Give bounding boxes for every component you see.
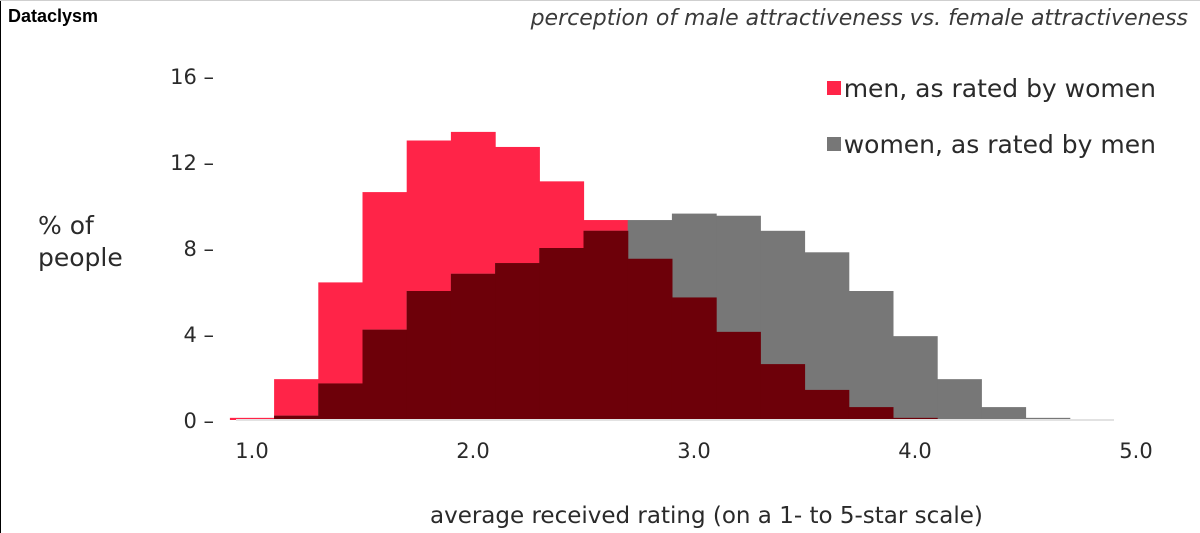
x-tick-label: 1.0: [235, 439, 268, 463]
x-axis-ticks: 1.0 2.0 3.0 4.0 5.0: [235, 439, 1152, 463]
y-tick-label: 8 –: [183, 237, 214, 261]
overlap-bar-6: [495, 263, 540, 420]
women-bar-16: [937, 379, 982, 420]
overlap-bar-10: [671, 297, 717, 420]
y-axis-ticks: 0 – 4 – 8 – 12 – 16 –: [170, 65, 214, 433]
overlap-bar-5: [450, 273, 496, 420]
y-axis-title-line-2: people: [38, 243, 123, 272]
women-bar-14: [848, 291, 894, 420]
y-tick-label: 16 –: [170, 65, 214, 89]
overlap-bar-14: [848, 407, 894, 420]
x-tick-label: 4.0: [898, 439, 931, 463]
legend: men, as rated by women women, as rated b…: [826, 60, 1156, 172]
legend-swatch-men: [826, 81, 841, 95]
overlap-bar-3: [362, 329, 408, 420]
overlap-bar-15: [892, 417, 938, 420]
x-tick-label: 2.0: [456, 439, 489, 463]
legend-swatch-women: [826, 137, 841, 151]
overlap-bar-8: [583, 230, 629, 420]
overlap-bar-2: [318, 383, 364, 420]
overlap-bar-13: [804, 389, 850, 420]
overlap-bar-7: [539, 248, 585, 420]
overlap-bar-4: [406, 291, 452, 420]
legend-label-women: women, as rated by men: [843, 129, 1156, 159]
y-tick-label: 4 –: [183, 323, 214, 347]
overlap-bar-9: [627, 258, 673, 420]
legend-item-women: women, as rated by men: [826, 116, 1156, 172]
x-tick-label: 3.0: [677, 439, 710, 463]
series-overlap-bars: [274, 230, 938, 420]
men-bar-1: [274, 379, 319, 420]
frame-top-border: [0, 0, 1200, 1]
chart-subtitle: perception of male attractiveness vs. fe…: [530, 6, 1188, 31]
women-bar-18: [1025, 417, 1071, 420]
x-axis-title: average received rating (on a 1- to 5-st…: [430, 503, 983, 529]
overlap-bar-11: [716, 331, 761, 420]
y-axis-title: % of people: [38, 210, 123, 274]
women-bar-17: [981, 407, 1027, 420]
legend-item-men: men, as rated by women: [826, 60, 1156, 116]
women-bar-15: [892, 336, 938, 420]
overlap-bar-1: [274, 415, 319, 420]
y-tick-label: 0 –: [183, 409, 214, 433]
y-tick-label: 12 –: [170, 151, 214, 175]
frame-left-border: [0, 0, 1, 533]
overlap-bar-12: [760, 364, 806, 420]
x-tick-label: 5.0: [1119, 439, 1152, 463]
y-axis-title-line-1: % of: [38, 211, 94, 240]
men-bar-0: [229, 417, 275, 420]
brand-label: Dataclysm: [8, 6, 99, 26]
legend-label-men: men, as rated by women: [843, 73, 1156, 103]
